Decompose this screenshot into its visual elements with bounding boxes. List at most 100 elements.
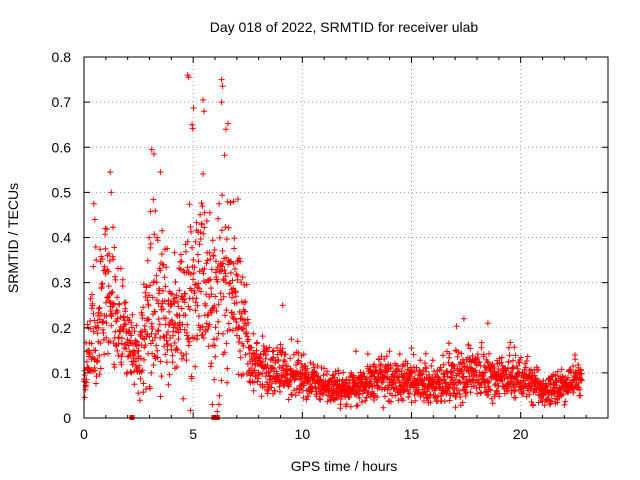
data-point — [148, 320, 155, 327]
data-point — [310, 361, 317, 368]
data-point — [154, 234, 161, 241]
data-point — [156, 321, 163, 328]
data-point — [393, 385, 400, 392]
data-point — [474, 351, 481, 358]
data-point — [221, 267, 228, 273]
data-point — [154, 237, 161, 244]
data-point — [362, 397, 369, 404]
y-tick-label: 0.1 — [52, 365, 72, 381]
data-point — [303, 396, 310, 403]
data-point — [363, 394, 370, 401]
data-point — [174, 346, 181, 353]
data-point — [92, 243, 99, 250]
data-point-peak — [157, 169, 164, 176]
data-point — [446, 397, 453, 404]
data-point — [154, 354, 161, 361]
data-point — [169, 359, 176, 366]
data-point — [419, 371, 425, 378]
data-point — [111, 364, 118, 371]
data-point — [171, 249, 178, 256]
data-point — [248, 344, 255, 351]
data-point — [205, 343, 212, 350]
data-points — [81, 72, 585, 420]
data-point — [317, 396, 324, 403]
data-point — [221, 349, 228, 356]
data-point — [154, 347, 161, 354]
data-point — [98, 310, 104, 317]
data-point — [217, 290, 224, 297]
data-point — [157, 393, 164, 400]
data-point — [94, 330, 101, 337]
data-point — [324, 368, 331, 375]
data-point — [245, 320, 252, 326]
data-point — [375, 383, 382, 390]
data-point — [485, 391, 492, 398]
data-point — [212, 293, 219, 300]
data-point — [101, 351, 108, 358]
data-point — [92, 347, 99, 354]
data-point — [161, 274, 168, 281]
data-point — [478, 344, 485, 351]
data-point — [167, 290, 174, 297]
data-point — [172, 328, 179, 335]
data-point-peak — [90, 200, 97, 207]
data-point — [291, 387, 298, 394]
data-point — [486, 350, 492, 357]
data-point — [298, 360, 305, 367]
data-point — [131, 328, 138, 335]
data-point — [172, 320, 179, 327]
data-point — [371, 397, 377, 403]
data-point — [97, 365, 104, 372]
data-point — [96, 316, 103, 323]
data-point — [178, 258, 185, 265]
data-point — [450, 380, 457, 387]
data-point — [226, 290, 233, 297]
data-point — [554, 368, 561, 375]
data-point — [89, 302, 96, 309]
data-point — [233, 319, 240, 326]
data-point — [118, 361, 125, 368]
data-point — [254, 378, 261, 385]
data-point — [151, 278, 157, 285]
data-point — [409, 369, 416, 376]
data-point — [440, 376, 447, 383]
data-point — [161, 298, 168, 305]
data-point — [96, 371, 103, 378]
y-tick-label: 0.5 — [52, 184, 72, 200]
data-point — [136, 397, 143, 404]
data-point — [214, 408, 221, 415]
data-point — [215, 215, 221, 222]
data-point — [143, 283, 150, 290]
data-point — [292, 392, 299, 399]
data-point — [225, 320, 232, 327]
data-point — [197, 236, 204, 242]
data-point — [450, 369, 456, 376]
data-point — [199, 323, 206, 330]
data-point — [139, 315, 146, 321]
data-point — [295, 357, 302, 364]
data-point — [190, 270, 197, 277]
data-point — [188, 375, 195, 382]
data-point — [530, 401, 537, 408]
data-point — [417, 370, 424, 377]
data-point — [279, 345, 286, 352]
data-point — [151, 334, 158, 341]
data-point — [485, 359, 492, 366]
data-point — [421, 360, 428, 367]
data-point — [294, 338, 301, 345]
data-point — [212, 353, 219, 360]
data-point — [107, 312, 114, 319]
data-point — [198, 200, 205, 207]
data-point — [504, 387, 511, 394]
data-point — [232, 293, 239, 300]
data-point — [160, 287, 166, 294]
data-point — [523, 358, 530, 364]
data-point — [121, 300, 128, 306]
data-point — [117, 314, 124, 321]
x-tick-label: 10 — [295, 426, 311, 442]
data-point — [432, 386, 439, 392]
axes: 0 5 10 15 20 0 0.1 0.2 0.3 0.4 0.5 0.6 0.7 0.8 — [52, 49, 609, 442]
data-point-peak — [279, 302, 286, 309]
data-point — [330, 371, 337, 378]
data-point — [122, 321, 129, 328]
